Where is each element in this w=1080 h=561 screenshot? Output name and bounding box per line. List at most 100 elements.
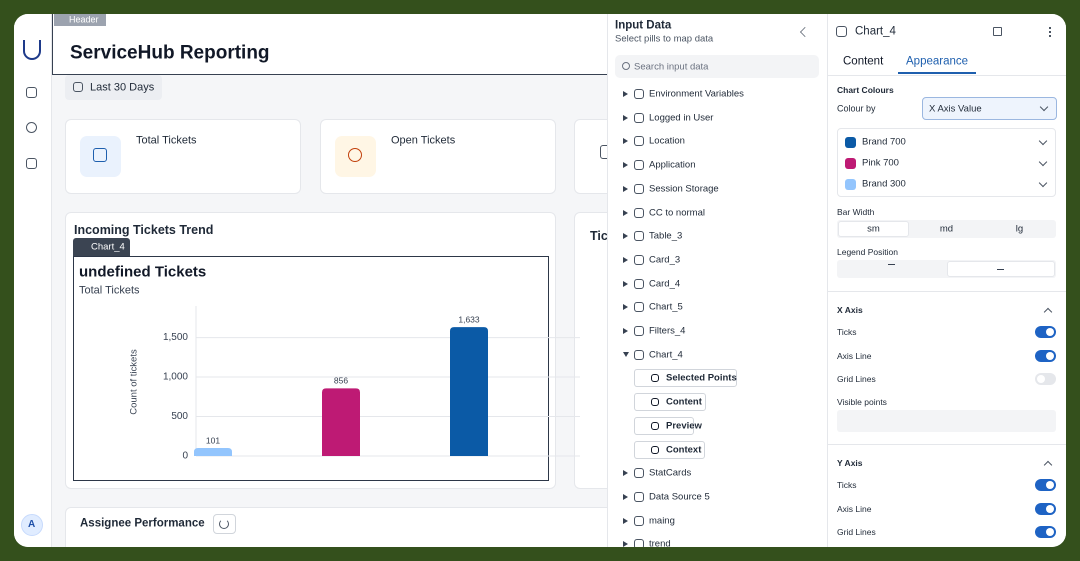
- divider: [828, 444, 1066, 445]
- card-title: Assignee Performance: [80, 517, 205, 530]
- caret: [623, 280, 628, 287]
- search-placeholder: Search input data: [634, 61, 709, 73]
- y-axis-label: Count of tickets: [129, 349, 140, 415]
- icon: [634, 231, 644, 242]
- input-item[interactable]: Logged in User: [649, 111, 714, 123]
- card-title: Incoming Tickets Trend: [74, 222, 214, 237]
- legend-none-icon: [997, 269, 1004, 270]
- y-tick-label: 1,500: [163, 332, 188, 343]
- caret: [623, 185, 628, 192]
- toggle-label: Grid Lines: [837, 526, 876, 537]
- toggle-label: Ticks: [837, 326, 857, 337]
- value-label: 101: [206, 435, 220, 445]
- color-name[interactable]: Pink 700: [862, 157, 899, 169]
- input-item[interactable]: Card_3: [649, 254, 681, 266]
- search-box[interactable]: [615, 55, 819, 78]
- input[interactable]: [837, 410, 1056, 432]
- date-range[interactable]: Last 30 Days: [90, 81, 155, 94]
- color-name[interactable]: Brand 300: [862, 178, 906, 190]
- search-icon: [622, 62, 630, 70]
- input-item[interactable]: Chart_4: [649, 348, 683, 360]
- icon: [26, 122, 37, 133]
- icon: [634, 207, 644, 218]
- pill[interactable]: [634, 416, 694, 435]
- caret: [623, 493, 628, 500]
- icon: [634, 539, 644, 547]
- icon: [634, 136, 644, 147]
- toggle-knob: [1046, 328, 1054, 336]
- caret: [623, 351, 629, 357]
- pill-label[interactable]: Context: [666, 443, 702, 455]
- icon: [73, 82, 83, 92]
- swatch: [845, 179, 856, 190]
- field-label: Legend Position: [837, 246, 898, 257]
- icon: [634, 278, 644, 289]
- y-tick-label: 0: [182, 451, 188, 462]
- tab-underline: [898, 72, 976, 74]
- segment[interactable]: sm: [867, 223, 880, 235]
- segment[interactable]: lg: [1015, 223, 1024, 235]
- input-item[interactable]: trend: [649, 538, 671, 550]
- bar: [450, 327, 488, 456]
- input-item[interactable]: Session Storage: [649, 183, 719, 195]
- toggle-label: Grid Lines: [837, 373, 876, 384]
- toggle-knob: [1046, 351, 1054, 360]
- icon: [634, 349, 644, 360]
- icon: [836, 26, 847, 37]
- toggle-knob: [1046, 481, 1054, 489]
- y-tick-label: 500: [171, 411, 188, 422]
- more-icon: [1049, 27, 1051, 37]
- icon: [348, 148, 362, 162]
- icon: [634, 326, 644, 336]
- pill-label[interactable]: Preview: [666, 420, 702, 432]
- select[interactable]: [922, 97, 1057, 120]
- tab[interactable]: Content: [843, 55, 884, 68]
- avatar: A: [28, 519, 36, 530]
- tab[interactable]: Appearance: [906, 55, 969, 68]
- stat-title: Open Tickets: [391, 134, 456, 147]
- input-item[interactable]: CC to normal: [649, 206, 705, 218]
- pill-label[interactable]: Selected Points: [666, 372, 737, 384]
- input-item[interactable]: maing: [649, 514, 675, 526]
- icon: [634, 515, 644, 526]
- chip-label: Chart_4: [91, 241, 125, 253]
- chip: [73, 238, 130, 256]
- input-item[interactable]: Filters_4: [649, 325, 686, 337]
- pill[interactable]: [634, 369, 737, 388]
- input-item[interactable]: Environment Variables: [649, 88, 744, 100]
- icon: [634, 160, 644, 171]
- panel-title: Input Data: [615, 19, 672, 32]
- date-pill[interactable]: [65, 75, 162, 100]
- icon: [651, 421, 659, 430]
- pill[interactable]: [634, 393, 706, 412]
- toggle-label: Ticks: [837, 479, 857, 490]
- icon: [993, 27, 1002, 36]
- input-item[interactable]: Chart_5: [649, 301, 683, 313]
- input-item[interactable]: Data Source 5: [649, 491, 710, 503]
- caret: [623, 470, 628, 477]
- toggle-knob: [1046, 528, 1054, 536]
- input-item[interactable]: Application: [649, 159, 696, 171]
- refresh-icon: [219, 519, 229, 529]
- toggle-knob: [1037, 375, 1045, 383]
- color-name[interactable]: Brand 700: [862, 136, 906, 148]
- chart-subtitle: Total Tickets: [79, 284, 140, 297]
- input-item[interactable]: StatCards: [649, 467, 692, 479]
- segment-selected: [838, 221, 909, 237]
- caret: [623, 209, 628, 216]
- input-item[interactable]: Card_4: [649, 277, 681, 289]
- avatar-circle: [21, 514, 43, 536]
- pill-label[interactable]: Content: [666, 396, 702, 408]
- input-item[interactable]: Table_3: [649, 230, 683, 242]
- input-item[interactable]: Location: [649, 135, 685, 147]
- select-value[interactable]: X Axis Value: [929, 103, 982, 115]
- icon: [634, 89, 644, 99]
- pill[interactable]: [634, 440, 705, 459]
- icon: [651, 398, 659, 407]
- icon: [634, 183, 644, 194]
- segment[interactable]: md: [939, 223, 954, 235]
- caret: [623, 138, 628, 145]
- caret: [623, 304, 628, 311]
- toggle-label: Axis Line: [837, 350, 872, 361]
